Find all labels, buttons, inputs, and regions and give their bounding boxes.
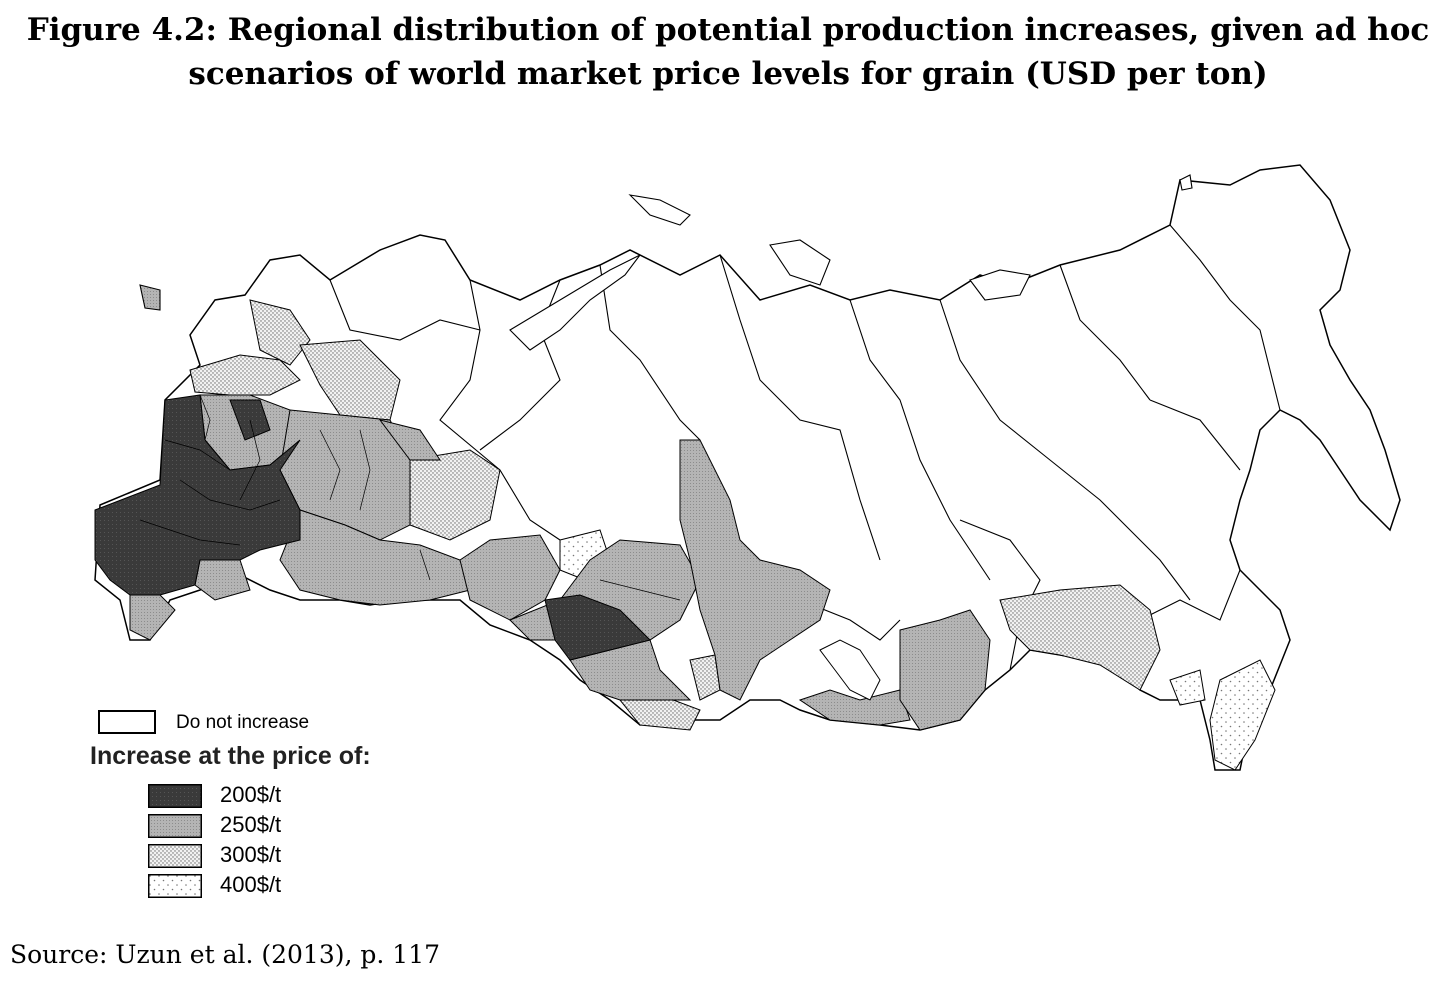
legend-label-300: 300$/t: [220, 842, 282, 867]
regions-400: [559, 529, 1276, 771]
legend-swatch-300: [148, 844, 202, 868]
legend-label-400: 400$/t: [220, 872, 282, 897]
legend-swatch-none: [98, 710, 156, 734]
legend-swatch-400: [148, 874, 202, 898]
legend-item-200: 200$/t: [148, 781, 398, 811]
lake-baikal: [819, 639, 881, 701]
regions-300: [189, 299, 1161, 731]
legend-item-400: 400$/t: [148, 871, 398, 901]
source-note: Source: Uzun et al. (2013), p. 117: [10, 940, 441, 969]
legend-label-200: 200$/t: [220, 782, 282, 807]
legend-heading: Increase at the price of:: [90, 742, 371, 770]
map-svg: [94, 164, 1401, 771]
legend-item-300: 300$/t: [148, 841, 398, 871]
figure-title-line-1: Figure 4.2: Regional distribution of pot…: [26, 12, 1430, 48]
russia-regional-map: [80, 130, 1430, 920]
legend-label-250: 250$/t: [220, 812, 282, 837]
legend-item-250: 250$/t: [148, 811, 398, 841]
legend-label-none: Do not increase: [176, 712, 310, 733]
legend-items: 200$/t 250$/t 300$/t 400$/t: [148, 781, 398, 901]
european-region-borders: [139, 394, 681, 601]
regions-200: [94, 394, 651, 661]
arctic-islands: [139, 174, 1193, 351]
figure-title-line-2: scenarios of world market price levels f…: [188, 56, 1268, 92]
legend-swatch-250: [148, 814, 202, 838]
legend-swatch-200: [148, 784, 202, 808]
figure-title: Figure 4.2: Regional distribution of pot…: [0, 8, 1456, 96]
